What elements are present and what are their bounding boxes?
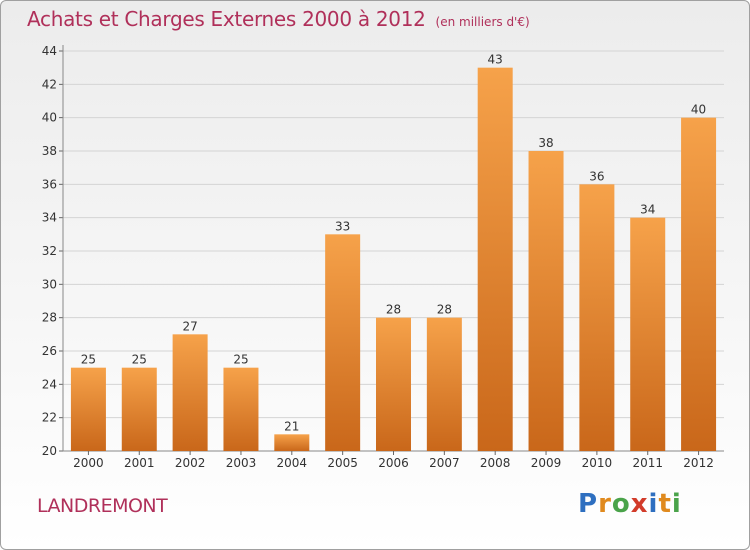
chart-subtitle: (en milliers d'€) [435,15,530,29]
x-tick-label: 2000 [73,456,104,470]
x-tick-label: 2009 [531,456,562,470]
bar-value-label: 25 [81,353,96,367]
bar[interactable] [528,151,564,451]
x-tick-label: 2002 [175,456,206,470]
logo-letter: x [630,489,649,519]
bar-value-label: 40 [691,103,706,117]
bar-value-label: 21 [284,419,299,433]
y-tick-label: 34 [42,211,57,225]
x-tick-label: 2006 [378,456,409,470]
bar-value-label: 28 [437,303,452,317]
y-tick-label: 30 [42,277,57,291]
x-tick-label: 2001 [124,456,155,470]
bar-value-label: 34 [640,203,655,217]
x-tick-label: 2010 [582,456,613,470]
y-tick-label: 22 [42,411,57,425]
bar[interactable] [274,434,310,451]
bar[interactable] [426,317,462,451]
y-tick-label: 24 [42,377,57,391]
bar-value-label: 33 [335,219,350,233]
bar-value-label: 25 [233,353,248,367]
logo-letter: P [578,489,599,519]
x-tick-label: 2004 [277,456,308,470]
bar[interactable] [681,117,717,452]
y-tick-label: 36 [42,177,57,191]
x-tick-label: 2008 [480,456,511,470]
bar[interactable] [325,234,361,451]
logo-letter: r [598,489,612,519]
bar[interactable] [630,217,666,451]
y-tick-label: 20 [42,444,57,458]
y-tick-label: 26 [42,344,57,358]
y-tick-label: 32 [42,244,57,258]
x-tick-label: 2005 [327,456,358,470]
bar[interactable] [376,317,411,451]
bar-value-label: 25 [132,353,147,367]
proxiti-logo[interactable]: Proxiti [578,489,682,519]
bar[interactable] [70,367,106,451]
bar[interactable] [477,67,513,452]
bar-value-label: 38 [538,136,553,150]
logo-letter: o [611,489,631,519]
logo-letter: i [648,489,659,519]
axis-layer: 20 22 24 26 28 30 32 34 36 38 40 42 44 2000 2001 2002 20… [42,44,724,470]
logo-letter: t [658,489,672,519]
y-tick-label: 40 [42,111,57,125]
logo-letter: i [671,489,682,519]
x-tick-label: 2007 [429,456,460,470]
x-tick-label: 2003 [226,456,257,470]
bar-value-label: 43 [488,53,503,67]
y-tick-label: 38 [42,144,57,158]
bar-value-label: 36 [589,169,604,183]
bar-value-label: 27 [182,319,197,333]
bar[interactable] [172,334,208,451]
title-line: Achats et Charges Externes 2000 à 2012 (e… [27,7,530,31]
x-tick-label: 2012 [683,456,714,470]
bar[interactable] [579,184,615,452]
y-tick-label: 44 [42,44,57,58]
x-tick-label: 2011 [632,456,663,470]
y-tick-label: 42 [42,77,57,91]
chart-title: Achats et Charges Externes 2000 à 2012 [27,7,426,31]
bar-layer: 25 25 27 25 21 33 28 28 43 38 36 34 40 [70,53,717,452]
bar[interactable] [223,367,259,451]
commune-name: LANDREMONT [37,495,168,517]
bar-value-label: 28 [386,303,401,317]
y-tick-label: 28 [42,311,57,325]
bar[interactable] [121,367,157,451]
